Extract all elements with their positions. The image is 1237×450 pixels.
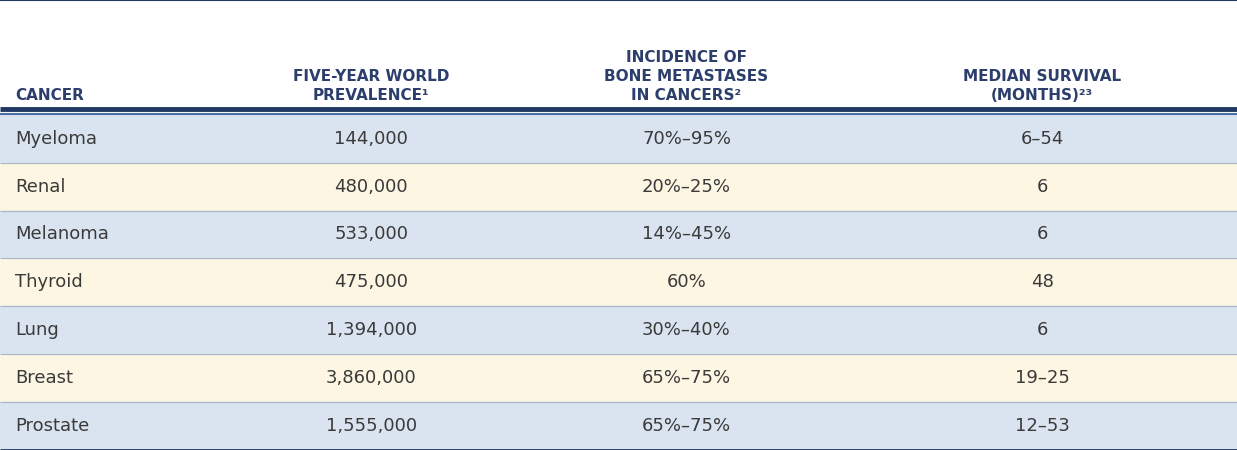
Text: 1,555,000: 1,555,000: [325, 417, 417, 435]
Text: MEDIAN SURVIVAL
(MONTHS)²³: MEDIAN SURVIVAL (MONTHS)²³: [964, 69, 1121, 104]
Text: 30%–40%: 30%–40%: [642, 321, 731, 339]
Text: Melanoma: Melanoma: [15, 225, 109, 243]
Bar: [0, 354, 1237, 402]
Text: 60%: 60%: [667, 273, 706, 292]
Text: 533,000: 533,000: [334, 225, 408, 243]
Text: INCIDENCE OF
BONE METASTASES
IN CANCERS²: INCIDENCE OF BONE METASTASES IN CANCERS²: [605, 50, 768, 104]
Bar: [0, 115, 1237, 162]
Text: 14%–45%: 14%–45%: [642, 225, 731, 243]
Text: 65%–75%: 65%–75%: [642, 417, 731, 435]
Text: 480,000: 480,000: [334, 178, 408, 196]
Text: 6: 6: [1037, 225, 1048, 243]
Text: 6–54: 6–54: [1021, 130, 1064, 148]
Text: 6: 6: [1037, 321, 1048, 339]
Text: 70%–95%: 70%–95%: [642, 130, 731, 148]
Text: 3,860,000: 3,860,000: [325, 369, 417, 387]
Text: CANCER: CANCER: [15, 89, 84, 104]
Bar: [0, 211, 1237, 258]
Bar: [0, 0, 1237, 115]
Text: 48: 48: [1030, 273, 1054, 292]
Text: 475,000: 475,000: [334, 273, 408, 292]
Bar: [0, 258, 1237, 306]
Text: Lung: Lung: [15, 321, 58, 339]
Text: Thyroid: Thyroid: [15, 273, 83, 292]
Text: Breast: Breast: [15, 369, 73, 387]
Text: FIVE-YEAR WORLD
PREVALENCE¹: FIVE-YEAR WORLD PREVALENCE¹: [293, 69, 449, 104]
Text: 1,394,000: 1,394,000: [325, 321, 417, 339]
Bar: [0, 162, 1237, 211]
Text: 65%–75%: 65%–75%: [642, 369, 731, 387]
Text: Prostate: Prostate: [15, 417, 89, 435]
Text: 19–25: 19–25: [1014, 369, 1070, 387]
Text: Myeloma: Myeloma: [15, 130, 96, 148]
Bar: [0, 402, 1237, 450]
Text: 6: 6: [1037, 178, 1048, 196]
Text: 144,000: 144,000: [334, 130, 408, 148]
Text: Renal: Renal: [15, 178, 66, 196]
Bar: [0, 306, 1237, 354]
Text: 12–53: 12–53: [1014, 417, 1070, 435]
Text: 20%–25%: 20%–25%: [642, 178, 731, 196]
